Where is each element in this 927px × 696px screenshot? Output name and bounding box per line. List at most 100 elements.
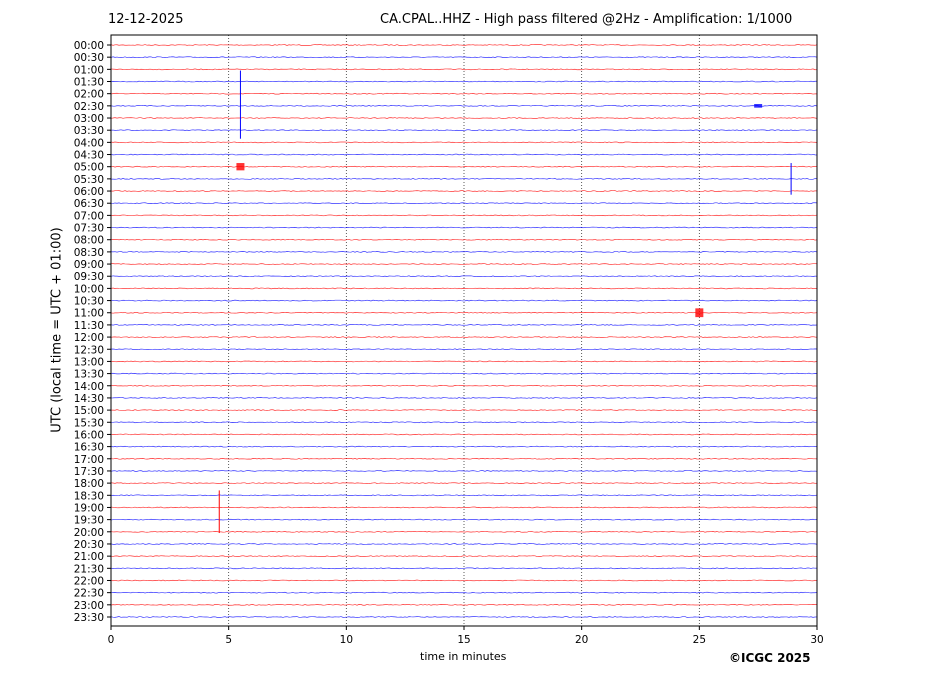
plot-frame [110,34,818,627]
y-tick-label: 18:30 [74,490,104,502]
y-tick-label: 14:00 [74,381,104,393]
y-tick-label: 11:00 [74,308,104,320]
trace-20:30 [110,543,818,545]
trace-21:00 [110,555,818,557]
y-tick-label: 01:30 [74,77,104,89]
trace-23:30 [110,616,818,618]
trace-01:00 [110,68,818,71]
y-tick-label: 23:00 [74,600,104,612]
trace-12:00 [110,336,818,338]
y-tick-label: 02:00 [74,89,104,101]
x-tick-label: 10 [340,634,353,646]
trace-11:30 [110,324,818,326]
trace-02:00 [110,92,818,95]
trace-08:30 [110,251,818,253]
y-tick-label: 10:30 [74,296,104,308]
trace-02:30 [110,105,818,107]
trace-06:00 [110,190,818,192]
date-label: 12-12-2025 [108,12,184,27]
trace-05:00 [110,165,818,168]
trace-05:30 [110,178,818,180]
trace-10:00 [110,287,818,290]
trace-09:00 [110,263,818,265]
y-tick-label: 02:30 [74,101,104,113]
trace-18:30 [110,494,818,497]
y-tick-label: 13:00 [74,356,104,368]
trace-14:30 [110,397,818,399]
y-tick-label: 21:00 [74,551,104,563]
y-tick-label: 03:30 [74,125,104,137]
y-tick-label: 19:00 [74,502,104,514]
trace-20:00 [110,530,818,533]
x-tick-label: 30 [810,634,823,646]
y-tick-label: 06:00 [74,186,104,198]
trace-16:30 [110,445,818,448]
trace-23:00 [110,603,818,606]
y-tick-label: 04:00 [74,137,104,149]
trace-15:00 [110,409,818,411]
trace-16:00 [110,433,818,436]
y-tick-label: 15:30 [74,417,104,429]
x-tick-label: 20 [575,634,588,646]
y-tick-label: 20:00 [74,527,104,539]
trace-22:00 [110,579,818,582]
trace-17:00 [110,457,818,460]
trace-14:00 [110,384,818,387]
chart-title: CA.CPAL..HHZ - High pass filtered @2Hz -… [380,12,793,27]
trace-03:00 [110,117,818,119]
y-tick-label: 18:00 [74,478,104,490]
trace-11:00 [110,311,818,314]
trace-21:30 [110,567,818,570]
x-tick-label: 0 [108,634,115,646]
trace-13:30 [110,372,818,375]
y-tick-label: 17:00 [74,454,104,466]
y-tick-label: 19:30 [74,515,104,527]
trace-09:30 [110,275,818,278]
trace-00:00 [110,44,818,46]
y-tick-label: 20:30 [74,539,104,551]
x-tick-label: 25 [693,634,706,646]
trace-12:30 [110,348,818,351]
y-tick-label: 06:30 [74,198,104,210]
x-axis-label: time in minutes [420,650,507,663]
y-tick-label: 15:00 [74,405,104,417]
y-tick-label: 16:30 [74,442,104,454]
trace-19:30 [110,518,818,521]
seismic-event [695,308,704,318]
y-tick-label: 22:00 [74,575,104,587]
trace-07:00 [110,214,818,217]
trace-15:30 [110,421,818,424]
y-tick-label: 05:30 [74,174,104,186]
y-tick-label: 04:30 [74,150,104,162]
y-tick-label: 08:00 [74,235,104,247]
y-tick-label: 12:30 [74,344,104,356]
y-tick-label: 16:00 [74,429,104,441]
y-tick-label: 03:00 [74,113,104,125]
trace-03:30 [110,129,818,132]
copyright: ©ICGC 2025 [729,651,811,665]
trace-06:30 [110,202,818,205]
y-tick-label: 07:00 [74,210,104,222]
y-tick-label: 23:30 [74,612,104,624]
y-tick-label: 08:30 [74,247,104,259]
y-tick-label: 10:00 [74,283,104,295]
trace-19:00 [110,506,818,509]
trace-10:30 [110,299,818,302]
y-tick-label: 09:30 [74,271,104,283]
trace-04:30 [110,153,818,156]
trace-04:00 [110,141,818,144]
y-tick-label: 00:00 [74,40,104,52]
y-tick-label: 12:00 [74,332,104,344]
trace-07:30 [110,226,818,229]
trace-13:00 [110,360,818,363]
y-tick-label: 00:30 [74,52,104,64]
y-tick-label: 14:30 [74,393,104,405]
seismic-event [236,163,245,171]
trace-22:30 [110,591,818,594]
trace-18:00 [110,482,818,484]
y-tick-label: 11:30 [74,320,104,332]
trace-01:30 [110,80,818,83]
y-tick-label: 05:00 [74,162,104,174]
trace-00:30 [110,56,818,59]
